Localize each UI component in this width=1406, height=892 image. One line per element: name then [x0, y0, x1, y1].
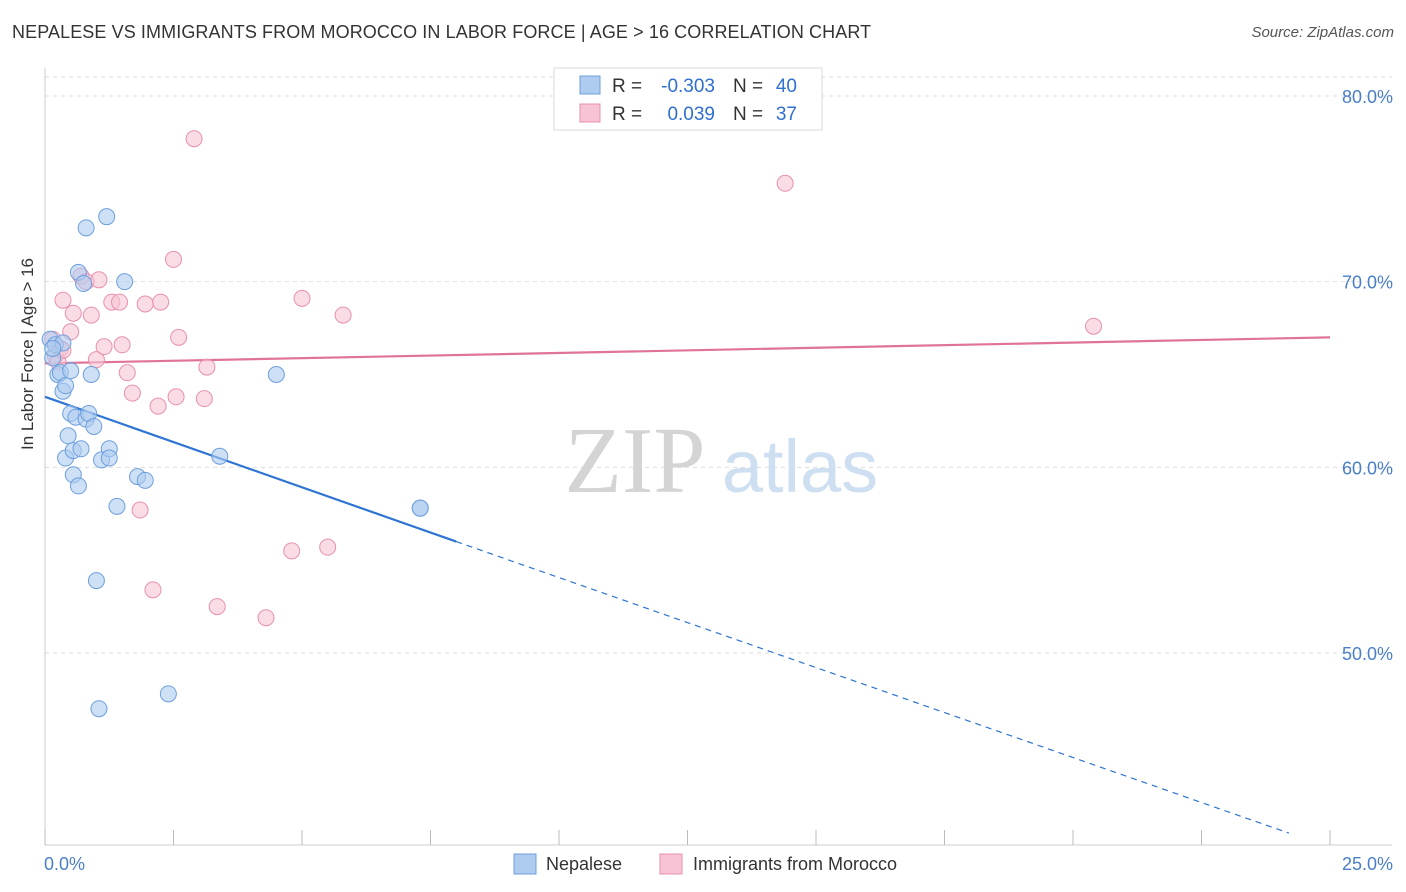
point-morocco	[319, 538, 337, 556]
point-morocco	[185, 130, 203, 148]
legend-swatch-pink	[579, 103, 601, 123]
y-tick-label: 50.0%	[1342, 644, 1393, 664]
point-nepalese	[100, 449, 118, 467]
point-nepalese	[59, 427, 77, 445]
trend-lines	[44, 336, 1331, 834]
point-morocco	[90, 271, 108, 289]
x-tick-label-min: 0.0%	[44, 854, 85, 874]
chart-title: NEPALESE VS IMMIGRANTS FROM MOROCCO IN L…	[12, 22, 872, 42]
watermark-zip: ZIP	[565, 409, 706, 513]
point-morocco	[1085, 317, 1103, 335]
point-morocco	[257, 609, 275, 627]
legend-r-value-2: 0.039	[667, 104, 715, 125]
point-morocco	[64, 304, 82, 322]
point-morocco	[144, 581, 162, 599]
legend-r-value-1: -0.303	[661, 76, 715, 97]
point-nepalese	[69, 477, 87, 495]
legend-n-label-1: N =	[733, 76, 763, 97]
point-morocco	[195, 390, 213, 408]
legend-r-label-2: R =	[612, 104, 642, 125]
data-points	[41, 130, 1103, 718]
point-morocco	[113, 336, 131, 354]
point-morocco	[149, 397, 167, 415]
legend-label-nepalese: Nepalese	[546, 854, 622, 874]
legend-swatch-blue	[579, 75, 601, 95]
point-morocco	[776, 174, 794, 192]
point-morocco	[131, 501, 149, 519]
trend-line-nepalese	[44, 395, 457, 543]
point-nepalese	[72, 440, 90, 458]
point-morocco	[334, 306, 352, 324]
point-morocco	[123, 384, 141, 402]
legend-n-label-2: N =	[733, 104, 763, 125]
point-nepalese	[85, 417, 103, 435]
point-nepalese	[98, 208, 116, 226]
point-morocco	[136, 295, 154, 313]
legend-swatch-morocco	[659, 853, 683, 875]
point-morocco	[208, 598, 226, 616]
correlation-legend: R = -0.303 N = 40 R = 0.039 N = 37	[553, 67, 823, 131]
point-nepalese	[75, 275, 93, 293]
point-morocco	[152, 293, 170, 311]
point-nepalese	[411, 499, 429, 517]
point-nepalese	[82, 366, 100, 383]
point-morocco	[167, 388, 185, 406]
point-morocco	[95, 338, 113, 356]
point-nepalese	[267, 366, 285, 383]
axes	[44, 68, 1392, 846]
point-nepalese	[57, 377, 75, 395]
x-tick-label-max: 25.0%	[1342, 854, 1393, 874]
point-nepalese	[44, 340, 62, 358]
point-nepalese	[159, 685, 177, 703]
trend-line-nepalese-extrapolated	[456, 541, 1290, 834]
point-nepalese	[90, 700, 108, 718]
legend-n-value-2: 37	[776, 104, 797, 125]
watermark-atlas: atlas	[722, 425, 878, 508]
tick-labels: 50.0% 60.0% 70.0% 80.0% 0.0% 25.0%	[44, 87, 1393, 874]
point-morocco	[293, 289, 311, 307]
trend-line-morocco	[44, 336, 1331, 365]
legend-r-label-1: R =	[612, 76, 642, 97]
chart-source: Source: ZipAtlas.com	[1251, 24, 1394, 41]
y-tick-label: 70.0%	[1342, 273, 1393, 293]
point-morocco	[170, 328, 188, 346]
point-morocco	[198, 358, 216, 376]
point-nepalese	[211, 447, 229, 465]
point-morocco	[82, 306, 100, 324]
point-nepalese	[108, 497, 126, 515]
legend-label-morocco: Immigrants from Morocco	[693, 854, 897, 874]
point-morocco	[165, 250, 182, 268]
point-morocco	[118, 364, 136, 382]
point-morocco	[283, 542, 301, 560]
watermark: ZIP atlas	[565, 409, 879, 513]
series-legend: Nepalese Immigrants from Morocco	[513, 853, 897, 875]
y-tick-label: 80.0%	[1342, 87, 1393, 107]
legend-swatch-nepalese	[513, 853, 537, 875]
point-nepalese	[116, 273, 134, 291]
grid-lines	[45, 76, 1392, 654]
y-tick-label: 60.0%	[1342, 458, 1393, 478]
point-nepalese	[77, 219, 95, 237]
point-nepalese	[136, 471, 154, 489]
point-morocco	[54, 291, 72, 309]
point-morocco	[87, 351, 105, 369]
point-nepalese	[62, 362, 80, 380]
legend-n-value-1: 40	[776, 76, 797, 97]
point-morocco	[111, 293, 129, 311]
point-nepalese	[87, 572, 105, 590]
